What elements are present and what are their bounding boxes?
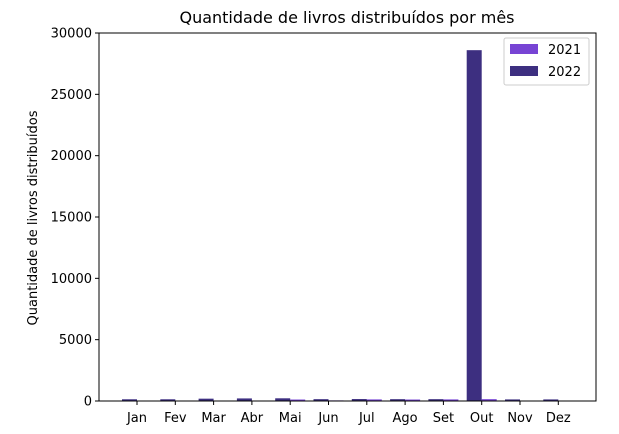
legend-swatch-2021 [510,44,538,54]
y-tick-label: 0 [84,395,92,410]
bar-2021-Set [443,399,459,401]
x-axis-ticks: Jan Fev Mar Abr Mai Jun Jul Ago Set Out Nov Dez [126,401,571,426]
bar-2022-Jun [313,399,329,401]
legend-swatch-2022 [510,66,538,76]
y-axis-label: Quantidade de livros distribuídos [26,110,41,325]
plot-frame [98,32,597,402]
bar-2021-Mai [290,399,306,401]
bar-2022-Mai [275,398,291,401]
x-tick-label: Mai [279,411,302,426]
bar-2022-Fev [160,399,176,401]
bar-2022-Nov [505,399,520,401]
bar-2021-Ago [405,399,421,401]
legend-label-2022: 2022 [548,65,581,80]
y-tick-label: 5000 [59,333,92,348]
x-tick-label: Jun [317,411,338,426]
bar-2022-Ago [390,399,406,401]
x-tick-label: Mar [201,411,226,426]
chart-title: Quantidade de livros distribuídos por mê… [179,8,514,27]
x-tick-label: Jul [358,411,375,426]
x-tick-label: Out [470,411,494,426]
y-tick-label: 20000 [51,149,92,164]
x-tick-label: Jan [126,411,147,426]
x-tick-label: Set [433,411,454,426]
legend-label-2021: 2021 [548,43,581,58]
y-tick-label: 10000 [51,272,92,287]
bar-2022-Jan [122,399,137,401]
x-tick-label: Nov [507,411,533,426]
bar-2022-Out [466,50,482,402]
y-tick-label: 25000 [51,88,92,103]
bar-2022-Set [428,399,444,401]
y-tick-label: 30000 [51,27,92,42]
bar-2022-Dez [543,399,559,401]
bar-2021-Out [481,399,497,401]
x-tick-label: Ago [393,411,418,426]
bar-2021-Jul [366,399,382,401]
bar-2022-Jul [351,399,367,401]
y-tick-label: 15000 [51,211,92,226]
y-axis-ticks: 0 5000 10000 15000 20000 25000 30000 [51,27,99,410]
x-tick-label: Abr [241,411,264,426]
x-tick-label: Dez [546,411,571,426]
x-tick-label: Fev [164,411,187,426]
bars-group [122,50,559,402]
bar-2022-Abr [236,398,252,401]
bar-2022-Mar [198,398,214,401]
legend: 2021 2022 [503,37,590,86]
